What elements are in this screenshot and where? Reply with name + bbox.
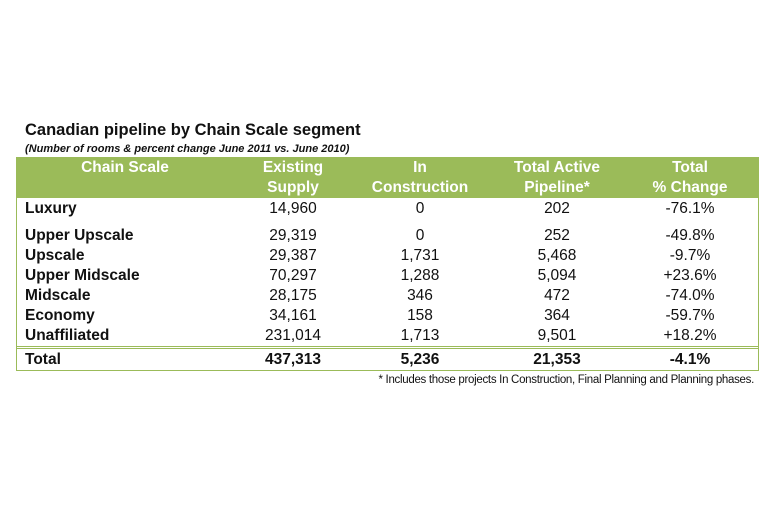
table-cell: 14,960 bbox=[269, 200, 317, 217]
table-row: Luxury 14,960 0 202 -76.1% bbox=[16, 199, 759, 219]
table-cell: 252 bbox=[544, 227, 570, 244]
table-cell: -76.1% bbox=[665, 200, 715, 217]
table-row: Upper Upscale 29,319 0 252 -49.8% bbox=[16, 226, 759, 246]
column-header-line: Pipeline* bbox=[524, 179, 590, 196]
column-header-line: % Change bbox=[652, 179, 728, 196]
table-cell: 70,297 bbox=[269, 267, 317, 284]
table-cell: 34,161 bbox=[269, 307, 317, 324]
table-cell: 0 bbox=[415, 200, 425, 217]
table-header bbox=[16, 157, 759, 198]
table-cell: Economy bbox=[25, 307, 95, 324]
table-border bbox=[16, 157, 759, 371]
table-cell: 0 bbox=[415, 227, 425, 244]
table-row: Upscale 29,387 1,731 5,468 -9.7% bbox=[16, 246, 759, 266]
table-cell: 5,236 bbox=[400, 351, 440, 368]
table-cell: Upper Upscale bbox=[25, 227, 134, 244]
table-cell: 346 bbox=[407, 287, 433, 304]
footnote: * Includes those projects In Constructio… bbox=[378, 374, 754, 386]
table-cell: 202 bbox=[544, 200, 570, 217]
total-row: Total 437,313 5,236 21,353 -4.1% bbox=[16, 350, 759, 370]
table-row: Upper Midscale 70,297 1,288 5,094 +23.6% bbox=[16, 266, 759, 286]
column-header-line: Chain Scale bbox=[81, 159, 169, 176]
column-header: Total Active Pipeline* bbox=[477, 158, 637, 198]
table-cell: -4.1% bbox=[669, 351, 711, 368]
table-cell: 1,713 bbox=[400, 327, 440, 344]
table-cell: Total bbox=[25, 351, 61, 368]
column-header-line: Existing bbox=[262, 159, 324, 176]
table-cell: -49.8% bbox=[665, 227, 715, 244]
table-cell: Upscale bbox=[25, 247, 85, 264]
table-subtitle: (Number of rooms & percent change June 2… bbox=[25, 143, 350, 155]
table-cell: 158 bbox=[407, 307, 433, 324]
table-row: Unaffiliated 231,014 1,713 9,501 +18.2% bbox=[16, 326, 759, 346]
table-cell: Upper Midscale bbox=[25, 267, 140, 284]
table-cell: -59.7% bbox=[665, 307, 715, 324]
table-cell: 437,313 bbox=[264, 351, 322, 368]
table-cell: 472 bbox=[544, 287, 570, 304]
column-header: Total % Change bbox=[610, 158, 770, 198]
table-cell: 5,468 bbox=[537, 247, 577, 264]
table-cell: 5,094 bbox=[537, 267, 577, 284]
table-cell: +23.6% bbox=[663, 267, 717, 284]
table-cell: -9.7% bbox=[669, 247, 711, 264]
table-cell: 29,387 bbox=[269, 247, 317, 264]
table-cell: 1,731 bbox=[400, 247, 440, 264]
table-cell: Midscale bbox=[25, 287, 91, 304]
column-header-line: In bbox=[413, 159, 427, 176]
column-header-line: Construction bbox=[371, 179, 469, 196]
column-header-line: Total Active bbox=[513, 159, 601, 176]
table-row: Economy 34,161 158 364 -59.7% bbox=[16, 306, 759, 326]
table-title: Canadian pipeline by Chain Scale segment bbox=[25, 121, 361, 139]
column-header: Existing Supply bbox=[213, 158, 373, 198]
table-cell: 29,319 bbox=[269, 227, 317, 244]
column-header: Chain Scale bbox=[45, 158, 205, 178]
total-separator bbox=[16, 346, 759, 349]
table-cell: 28,175 bbox=[269, 287, 317, 304]
table-cell: 21,353 bbox=[533, 351, 581, 368]
table-cell: 9,501 bbox=[537, 327, 577, 344]
table-cell: Unaffiliated bbox=[25, 327, 110, 344]
table-row: Midscale 28,175 346 472 -74.0% bbox=[16, 286, 759, 306]
column-header-line: Supply bbox=[267, 179, 319, 196]
column-header-line: Total bbox=[672, 159, 708, 176]
table-cell: -74.0% bbox=[665, 287, 715, 304]
table-cell: 1,288 bbox=[400, 267, 440, 284]
table-cell: Luxury bbox=[25, 200, 77, 217]
column-header: In Construction bbox=[340, 158, 500, 198]
table-cell: 231,014 bbox=[264, 327, 322, 344]
table-cell: +18.2% bbox=[663, 327, 717, 344]
table-cell: 364 bbox=[544, 307, 570, 324]
